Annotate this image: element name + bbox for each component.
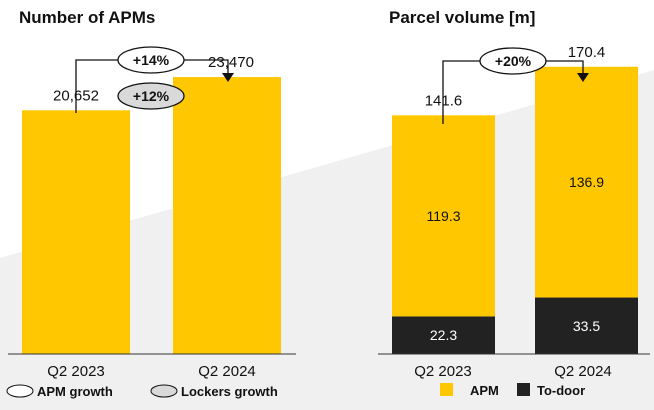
apm-growth-label: +14% [133, 52, 170, 68]
apm-parcel-value-q2-2023: 119.3 [427, 208, 461, 224]
lockers-growth-label: +12% [133, 88, 170, 104]
apm-bar-q2-2024 [173, 77, 281, 354]
apm-growth-legend-swatch [6, 384, 34, 398]
to-door-legend-swatch [517, 383, 530, 396]
parcel-chart-title: Parcel volume [m] [389, 8, 535, 27]
apm-growth-legend-label: APM growth [37, 384, 113, 399]
to-door-bar-q2-2024 [535, 297, 638, 354]
to-door-value-q2-2024: 33.5 [573, 318, 600, 334]
apm-tick-q2-2024: Q2 2024 [198, 363, 256, 380]
apm-chart-title: Number of APMs [19, 8, 155, 27]
parcel-tick-q2-2024: Q2 2024 [554, 363, 612, 380]
apm-parcel-bar-q2-2024 [535, 66, 638, 298]
arrow-down-icon [222, 73, 234, 82]
apm-value-label-q2-2024: 23,470 [208, 54, 254, 71]
to-door-legend-label: To-door [537, 383, 585, 398]
to-door-value-q2-2023: 22.3 [430, 327, 457, 343]
apm-tick-q2-2023: Q2 2023 [47, 363, 105, 380]
lockers-growth-pill [117, 82, 185, 110]
arrow-down-icon [577, 73, 589, 82]
lockers-growth-legend-swatch [150, 384, 178, 398]
apm-growth-pill [117, 46, 185, 74]
apm-parcel-value-q2-2024: 136.9 [569, 174, 604, 190]
parcel-total-q2-2024: 170.4 [568, 44, 606, 61]
lockers-growth-legend-label: Lockers growth [181, 384, 278, 399]
apm-legend-swatch [440, 383, 453, 396]
parcel-growth-pill [479, 47, 547, 75]
apm-legend-label: APM [470, 383, 499, 398]
to-door-bar-q2-2023 [392, 316, 495, 354]
apm-chart: Number of APMs 20,652 23,470 Q2 2023 Q2 … [6, 8, 296, 399]
parcel-chart: Parcel volume [m] 22.3 33.5 119.3 136.9 … [378, 8, 650, 398]
apm-bar-q2-2023 [22, 110, 130, 354]
apm-parcel-bar-q2-2023 [392, 115, 495, 317]
parcel-tick-q2-2023: Q2 2023 [414, 363, 472, 380]
parcel-growth-label: +20% [495, 53, 532, 69]
